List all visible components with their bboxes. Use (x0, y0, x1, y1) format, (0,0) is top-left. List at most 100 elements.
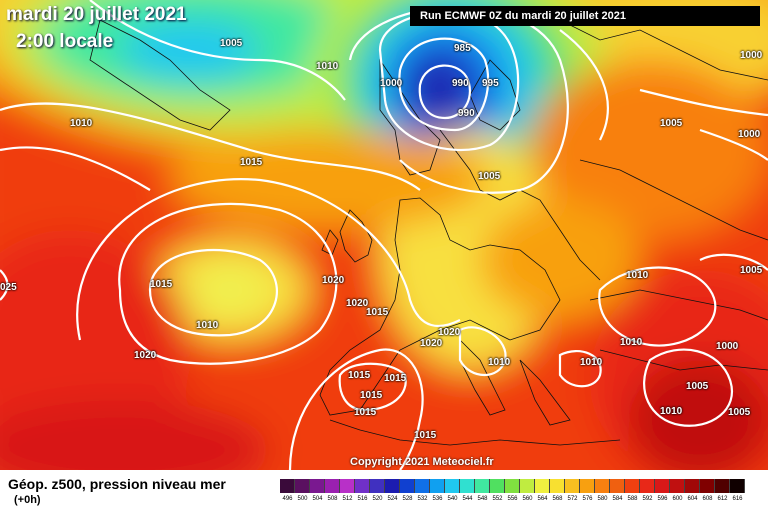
scale-label: 560 (522, 496, 533, 502)
scale-label: 520 (372, 496, 383, 502)
scale-label: 532 (417, 496, 428, 502)
isobar-label: 1000 (716, 341, 739, 352)
scale-swatch: 564 (535, 479, 550, 502)
map-canvas (0, 0, 768, 470)
isobar-label: 995 (482, 78, 499, 89)
scale-swatch: 544 (460, 479, 475, 502)
isobar-label: 1010 (70, 118, 93, 129)
scale-swatch: 504 (310, 479, 325, 502)
scale-swatch: 584 (610, 479, 625, 502)
scale-swatch: 556 (505, 479, 520, 502)
geopotential-map: 1005 1010 1010 1015 985 1000 990 995 990… (0, 0, 768, 470)
scale-swatch: 496 (280, 479, 295, 502)
isobar-label: 1015 (384, 373, 407, 384)
scale-label: 548 (477, 496, 488, 502)
scale-swatch: 552 (490, 479, 505, 502)
scale-swatch: 560 (520, 479, 535, 502)
legend-footer: Géop. z500, pression niveau mer (+0h) 49… (0, 470, 768, 512)
scale-label: 608 (702, 496, 713, 502)
scale-swatch: 540 (445, 479, 460, 502)
legend-subtitle: (+0h) (14, 494, 41, 506)
geopotential-colour-field (0, 0, 768, 470)
scale-label: 512 (342, 496, 353, 502)
isobar-label: 1005 (686, 381, 709, 392)
scale-label: 524 (387, 496, 398, 502)
isobar-label: 1020 (438, 327, 461, 338)
forecast-time-title: 2:00 locale (16, 31, 114, 52)
copyright-notice: Copyright 2021 Meteociel.fr (350, 456, 494, 468)
isobar-label: 1015 (240, 157, 263, 168)
scale-label: 504 (312, 496, 323, 502)
scale-swatch: 596 (655, 479, 670, 502)
isobar-label: 1015 (366, 307, 389, 318)
isobar-label: 985 (454, 43, 471, 54)
scale-swatch: 568 (550, 479, 565, 502)
scale-label: 592 (642, 496, 653, 502)
scale-label: 568 (552, 496, 563, 502)
isobar-label: 1015 (348, 370, 371, 381)
scale-swatch: 516 (355, 479, 370, 502)
isobar-label: 1005 (478, 171, 501, 182)
scale-swatch: 508 (325, 479, 340, 502)
scale-label: 508 (327, 496, 338, 502)
isobar-label: 025 (0, 282, 17, 293)
forecast-date-title: mardi 20 juillet 2021 (6, 4, 187, 25)
scale-label: 596 (657, 496, 668, 502)
isobar-label: 1015 (354, 407, 377, 418)
scale-label: 572 (567, 496, 578, 502)
scale-label: 536 (432, 496, 443, 502)
isobar-label: 1020 (134, 350, 157, 361)
isobar-label: 1000 (740, 50, 763, 61)
isobar-label: 990 (452, 78, 469, 89)
isobar-label: 1005 (740, 265, 763, 276)
colour-scale: 496 500 504 508 512 516 520 524 528 532 536 540 544 5… (280, 479, 745, 502)
scale-swatch: 592 (640, 479, 655, 502)
isobar-label: 1010 (580, 357, 603, 368)
scale-swatch: 512 (340, 479, 355, 502)
scale-swatch: 524 (385, 479, 400, 502)
scale-label: 600 (672, 496, 683, 502)
scale-swatch: 600 (670, 479, 685, 502)
scale-swatch: 532 (415, 479, 430, 502)
isobar-label: 1010 (620, 337, 643, 348)
scale-swatch: 604 (685, 479, 700, 502)
scale-swatch: 576 (580, 479, 595, 502)
isobar-label: 1005 (660, 118, 683, 129)
legend-title: Géop. z500, pression niveau mer (8, 476, 226, 492)
scale-swatch: 612 (715, 479, 730, 502)
isobar-label: 1005 (728, 407, 751, 418)
isobar-label: 1010 (196, 320, 219, 331)
scale-swatch: 500 (295, 479, 310, 502)
scale-swatch: 580 (595, 479, 610, 502)
isobar-label: 1010 (660, 406, 683, 417)
scale-label: 496 (282, 496, 293, 502)
scale-label: 588 (627, 496, 638, 502)
isobar-label: 1015 (150, 279, 173, 290)
scale-swatch: 616 (730, 479, 745, 502)
scale-label: 500 (297, 496, 308, 502)
scale-label: 528 (402, 496, 413, 502)
scale-label: 584 (612, 496, 623, 502)
isobar-label: 1010 (316, 61, 339, 72)
scale-label: 516 (357, 496, 368, 502)
isobar-label: 1015 (414, 430, 437, 441)
scale-swatch: 520 (370, 479, 385, 502)
isobar-label: 1000 (738, 129, 761, 140)
scale-label: 544 (462, 496, 473, 502)
isobar-label: 1015 (360, 390, 383, 401)
scale-label: 580 (597, 496, 608, 502)
isobar-label: 1020 (322, 275, 345, 286)
scale-swatch: 528 (400, 479, 415, 502)
scale-label: 556 (507, 496, 518, 502)
scale-label: 540 (447, 496, 458, 502)
scale-swatch: 536 (430, 479, 445, 502)
scale-swatch: 548 (475, 479, 490, 502)
isobar-label: 1010 (626, 270, 649, 281)
scale-swatch: 608 (700, 479, 715, 502)
scale-label: 604 (687, 496, 698, 502)
scale-label: 612 (717, 496, 728, 502)
isobar-label: 1005 (220, 38, 243, 49)
scale-swatch: 588 (625, 479, 640, 502)
scale-label: 552 (492, 496, 503, 502)
